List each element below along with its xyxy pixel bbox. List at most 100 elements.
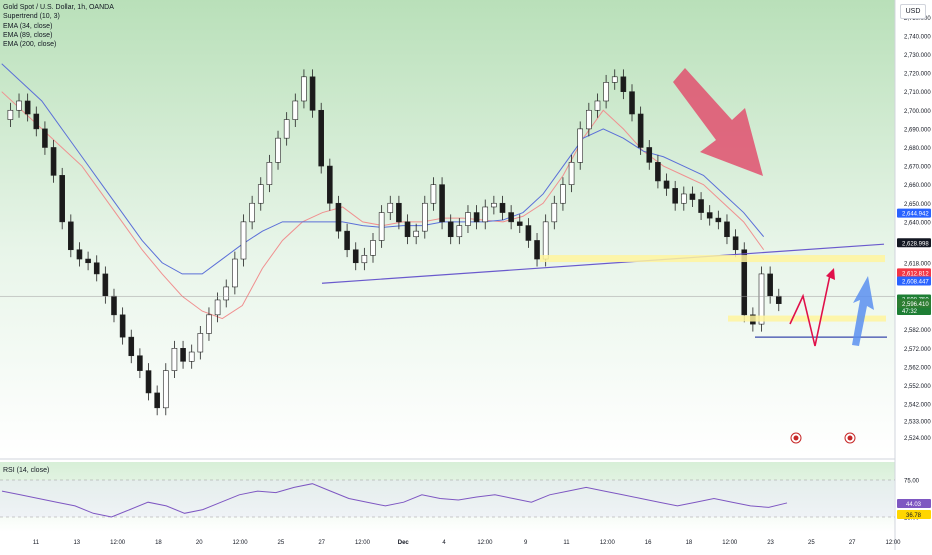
candle-body [473, 212, 480, 223]
indicator-ema-89[interactable]: EMA (89, close) [3, 31, 53, 39]
y-tick-label: 2,572.000 [904, 347, 931, 353]
candle-body [681, 193, 687, 204]
candle-body [275, 137, 281, 163]
event-flag-dot [847, 435, 853, 441]
candle-body [16, 100, 22, 111]
candle-body [370, 240, 376, 256]
price-label-text: 2,644.942 [902, 212, 929, 218]
x-tick-label: 27 [849, 540, 856, 546]
price-label-text: 2,608.447 [902, 280, 929, 286]
candle-body [33, 113, 40, 130]
candle-body [508, 212, 514, 223]
price-label-bg [897, 276, 931, 286]
support-trendline [321, 243, 885, 284]
price-label-bg [897, 306, 931, 315]
resistance-zone [540, 255, 885, 263]
candle-body [491, 202, 497, 208]
y-tick-label: 2,552.000 [904, 384, 931, 390]
y-tick-label: 2,542.000 [904, 403, 931, 409]
candle-body [396, 202, 402, 223]
candle-body [50, 147, 57, 176]
candle-body [361, 255, 368, 264]
x-tick-label: 12:00 [722, 540, 738, 546]
candle-body [223, 286, 230, 301]
candle-body [102, 273, 109, 297]
candle-body [404, 221, 411, 238]
candle-body [715, 217, 722, 223]
y-tick-label: 2,562.000 [904, 365, 931, 371]
candle-body [42, 128, 48, 148]
candle-body [732, 236, 739, 251]
y-tick-label: 2,582.000 [904, 328, 931, 334]
x-tick-label: 12:00 [477, 540, 493, 546]
candle-body [301, 76, 307, 102]
price-label-text: 2,596.410 [902, 302, 929, 308]
candle-body [620, 76, 627, 92]
rsi-band [0, 480, 895, 517]
x-tick-label: 25 [278, 540, 285, 546]
candle-body [180, 348, 186, 362]
price-label-text: 2,612.812 [902, 271, 929, 277]
candle-body [499, 202, 506, 213]
candle-body [741, 249, 748, 316]
candle-body [767, 273, 773, 297]
candle-body [206, 314, 212, 334]
currency-button[interactable]: USD [900, 4, 926, 19]
candle-body [629, 91, 635, 115]
candle-body [171, 348, 178, 371]
candle-body [516, 221, 523, 226]
rsi-level-label: 75.00 [904, 479, 920, 485]
candle-body [154, 392, 160, 409]
x-tick-label: 16 [645, 540, 652, 546]
main-pane-bg [0, 0, 895, 455]
candle-body [534, 240, 540, 260]
candle-body [266, 162, 273, 185]
y-tick-label: 2,670.000 [904, 165, 931, 171]
x-tick-label: 27 [318, 540, 325, 546]
candle-body [7, 109, 14, 120]
candle-body [655, 162, 661, 182]
x-tick-label: 12:00 [355, 540, 371, 546]
indicator-supertrend[interactable]: Supertrend (10, 3) [3, 13, 60, 21]
rsi-badge [897, 510, 931, 519]
candle-body [378, 212, 385, 241]
x-tick-label: Dec [398, 540, 410, 546]
chart-title[interactable]: Gold Spot / U.S. Dollar, 1h, OANDA [3, 4, 114, 11]
y-tick-label: 2,660.000 [904, 183, 931, 189]
indicator-ema-200[interactable]: EMA (200, close) [3, 41, 57, 49]
x-tick-label: 18 [686, 540, 693, 546]
candle-body [698, 199, 704, 213]
x-tick-label: 23 [767, 540, 774, 546]
candle-body [551, 202, 558, 223]
rsi-badge-text: 36.78 [906, 513, 922, 519]
candle-body [232, 258, 238, 288]
event-flag-dot [793, 435, 799, 441]
candle-body [439, 184, 445, 223]
x-tick-label: 4 [442, 540, 446, 546]
x-tick-label: 25 [808, 540, 815, 546]
arrow-down [673, 68, 763, 176]
candle-body [465, 212, 471, 226]
candle-body [292, 100, 299, 120]
candle-body [352, 249, 359, 264]
candle-body [447, 221, 454, 238]
candle-body [344, 230, 350, 251]
candle-body [85, 258, 91, 264]
y-tick-label: 2,720.000 [904, 72, 931, 78]
x-tick-label: 12:00 [600, 540, 616, 546]
price-label-text: 47:32 [902, 309, 918, 315]
price-label-bg [897, 298, 931, 308]
support-zone [728, 315, 886, 322]
candle-body [249, 202, 255, 223]
y-tick-label: 2,710.000 [904, 90, 931, 96]
candle-body [594, 100, 601, 111]
candle-body [68, 221, 74, 251]
price-label-text: 2,628.998 [902, 241, 929, 247]
x-tick-label: 18 [155, 540, 162, 546]
candle-body [430, 184, 437, 204]
candle-body [542, 221, 549, 260]
rsi-title[interactable]: RSI (14, close) [3, 467, 50, 474]
indicator-ema-34[interactable]: EMA (34, close) [3, 22, 53, 30]
